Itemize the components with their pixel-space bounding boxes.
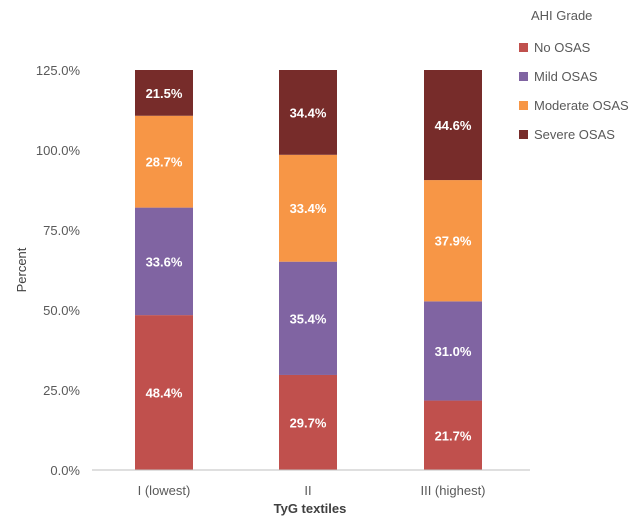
bar-segment bbox=[135, 207, 193, 316]
bar-segment bbox=[135, 115, 193, 208]
legend-entry: No OSAS bbox=[534, 40, 591, 55]
legend-entry: Severe OSAS bbox=[534, 127, 615, 142]
data-label: 37.9% bbox=[435, 234, 472, 249]
bar-segment bbox=[135, 315, 193, 470]
bar-segment bbox=[424, 70, 482, 181]
legend: No OSAS Mild OSAS Moderate OSAS Severe OSAS bbox=[519, 40, 629, 142]
y-tick-label: 50.0% bbox=[43, 303, 80, 318]
bar-segment bbox=[424, 301, 482, 401]
data-label: 21.5% bbox=[146, 86, 183, 101]
x-tick-label: II bbox=[304, 483, 311, 498]
bar-segment bbox=[424, 400, 482, 470]
data-label: 34.4% bbox=[290, 105, 327, 120]
legend-title: AHI Grade bbox=[531, 8, 592, 23]
legend-swatch bbox=[519, 43, 528, 52]
bar-segment bbox=[424, 180, 482, 302]
legend-swatch bbox=[519, 101, 528, 110]
data-label: 44.6% bbox=[435, 118, 472, 133]
data-label: 21.7% bbox=[435, 428, 472, 443]
y-tick-label: 25.0% bbox=[43, 383, 80, 398]
legend-entry: Moderate OSAS bbox=[534, 98, 629, 113]
y-tick-label: 100.0% bbox=[36, 143, 81, 158]
data-label: 35.4% bbox=[290, 311, 327, 326]
data-label: 48.4% bbox=[146, 386, 183, 401]
bar-segment bbox=[135, 70, 193, 116]
y-axis-title: Percent bbox=[14, 247, 29, 292]
legend-entry: Mild OSAS bbox=[534, 69, 598, 84]
x-tick-label: III (highest) bbox=[420, 483, 485, 498]
bar-segment bbox=[279, 374, 337, 470]
legend-swatch bbox=[519, 72, 528, 81]
data-label: 28.7% bbox=[146, 155, 183, 170]
legend-swatch bbox=[519, 130, 528, 139]
bar-segment bbox=[279, 70, 337, 155]
bar-segment bbox=[279, 154, 337, 262]
y-tick-label: 75.0% bbox=[43, 223, 80, 238]
data-label: 33.6% bbox=[146, 254, 183, 269]
x-tick-label: I (lowest) bbox=[138, 483, 191, 498]
x-axis-title: TyG textiles bbox=[274, 501, 347, 516]
data-label: 29.7% bbox=[290, 415, 327, 430]
data-label: 33.4% bbox=[290, 201, 327, 216]
y-tick-label: 0.0% bbox=[50, 463, 80, 478]
data-label: 31.0% bbox=[435, 344, 472, 359]
y-tick-label: 125.0% bbox=[36, 63, 81, 78]
bar-segment bbox=[279, 261, 337, 375]
